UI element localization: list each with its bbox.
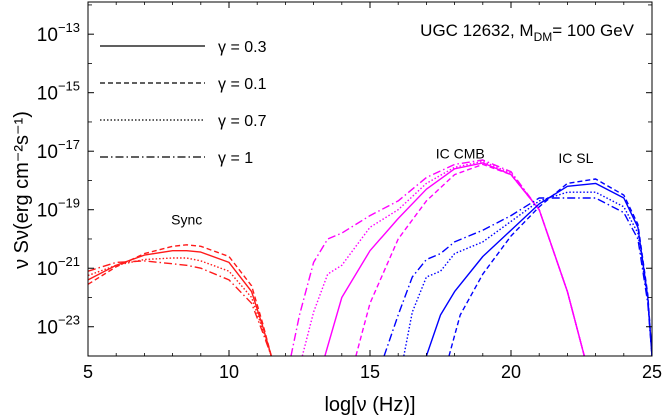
chart-title-subscript: DM xyxy=(534,30,553,44)
x-tick-label: 15 xyxy=(360,362,380,382)
series-line-sync-gamma-0.1 xyxy=(88,244,272,356)
legend-label: γ = 0.7 xyxy=(218,113,267,130)
series-line-sync-gamma-0.7 xyxy=(88,257,272,356)
chart-title: UGC 12632, MDM= 100 GeV xyxy=(420,21,634,44)
legend-label: γ = 1 xyxy=(218,150,253,167)
y-tick-label: 10−21 xyxy=(37,254,80,280)
y-tick-label: 10−15 xyxy=(37,79,80,105)
series-line-ic-sl-gamma-1 xyxy=(383,197,652,356)
series-line-ic-cmb-gamma-1 xyxy=(290,159,585,356)
legend-label: γ = 0.3 xyxy=(218,39,267,56)
series-layer xyxy=(88,159,652,356)
annotation-label: IC SL xyxy=(558,150,593,166)
legend: γ = 0.3 γ = 0.1 γ = 0.7 γ = 1 xyxy=(100,39,267,167)
y-tick-label: 10−19 xyxy=(37,196,80,222)
chart-title-suffix: = 100 GeV xyxy=(552,21,634,40)
series-line-ic-cmb-gamma-0.7 xyxy=(301,160,585,356)
annotation-label: IC CMB xyxy=(436,146,485,162)
y-tick-label: 10−23 xyxy=(37,313,80,339)
series-line-sync-gamma-1 xyxy=(88,260,272,356)
legend-label: γ = 0.1 xyxy=(218,76,267,93)
x-tick-label: 20 xyxy=(501,362,521,382)
annotation-label: Sync xyxy=(171,211,202,227)
series-line-ic-sl-gamma-0.7 xyxy=(403,191,652,356)
x-axis-label: log[ν (Hz)] xyxy=(324,394,415,416)
series-line-ic-cmb-gamma-0.1 xyxy=(355,163,585,356)
x-tick-label: 25 xyxy=(642,362,662,382)
axis-layer: 5 10 15 20 25 10−13 10−15 10−17 10−19 10−21 10−23 xyxy=(37,2,662,382)
y-tick-label: 10−17 xyxy=(37,137,80,163)
y-axis-label: ν Sν(erg cm⁻²s⁻¹) xyxy=(11,111,33,269)
x-tick-label: 10 xyxy=(219,362,239,382)
annotations: Sync IC CMB IC SL xyxy=(171,146,593,228)
y-tick-label: 10−13 xyxy=(37,20,80,46)
series-line-ic-sl-gamma-0.1 xyxy=(448,178,652,356)
x-tick-label: 5 xyxy=(83,362,93,382)
